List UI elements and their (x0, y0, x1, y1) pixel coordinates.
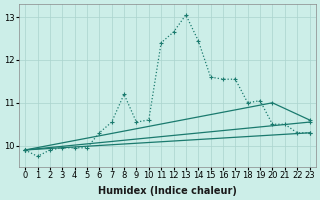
X-axis label: Humidex (Indice chaleur): Humidex (Indice chaleur) (98, 186, 237, 196)
